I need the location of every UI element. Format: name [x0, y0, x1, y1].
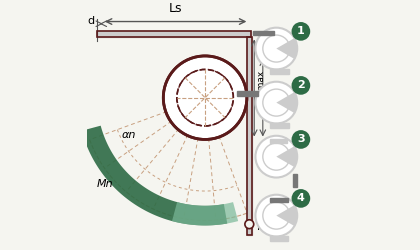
Wedge shape	[276, 92, 297, 113]
Text: d: d	[87, 16, 94, 26]
Text: 2: 2	[297, 80, 305, 90]
Wedge shape	[276, 205, 297, 226]
Bar	[270, 124, 289, 128]
Bar	[247, 36, 252, 235]
Bar	[270, 139, 287, 143]
Circle shape	[291, 130, 310, 149]
Bar	[253, 30, 274, 35]
Text: Mn: Mn	[97, 179, 114, 189]
Text: 3: 3	[297, 134, 304, 144]
Circle shape	[255, 195, 297, 236]
Circle shape	[163, 56, 247, 140]
Text: Ls: Ls	[169, 2, 182, 16]
Wedge shape	[276, 38, 297, 59]
Circle shape	[255, 28, 297, 70]
Circle shape	[245, 220, 254, 229]
Circle shape	[255, 136, 297, 177]
Bar	[293, 174, 297, 187]
Text: 1: 1	[297, 26, 305, 36]
Circle shape	[291, 189, 310, 208]
Bar	[97, 31, 251, 36]
Circle shape	[291, 22, 310, 41]
Text: αn: αn	[122, 130, 136, 140]
Text: 4: 4	[297, 194, 305, 203]
Bar	[270, 236, 288, 241]
Polygon shape	[82, 126, 227, 226]
Circle shape	[255, 82, 297, 124]
Circle shape	[291, 76, 310, 95]
Wedge shape	[276, 146, 297, 167]
Bar	[247, 36, 252, 235]
Polygon shape	[172, 202, 238, 226]
Bar	[270, 198, 288, 202]
Bar	[270, 70, 289, 74]
Bar	[237, 92, 258, 96]
Text: Ddmax: Ddmax	[256, 70, 265, 102]
Text: RH: RH	[257, 222, 271, 232]
Text: De: De	[267, 93, 282, 103]
Bar	[97, 31, 251, 36]
